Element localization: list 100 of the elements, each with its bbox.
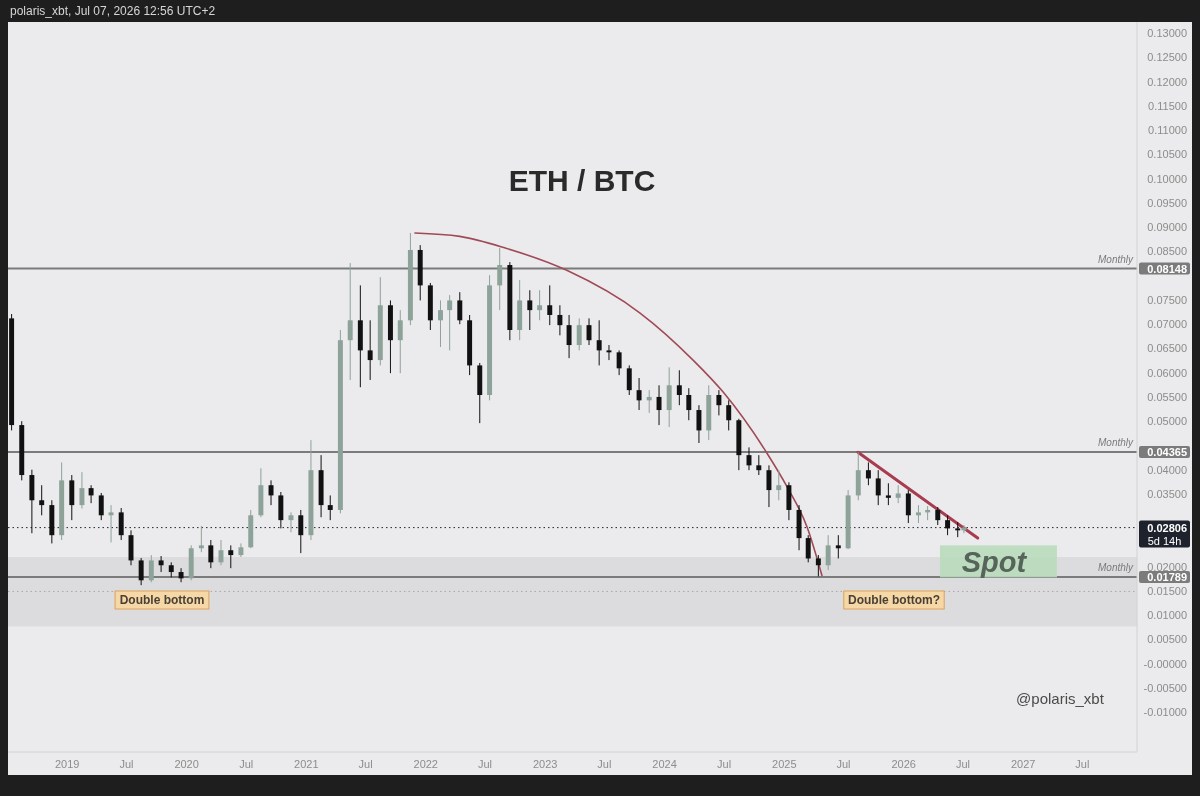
x-tick-label: 2025 [772,758,797,770]
candlestick [616,349,622,376]
annotation: Spot [961,546,1028,579]
y-tick-label: 0.10000 [1147,172,1187,185]
x-tick-label: 2020 [174,758,199,770]
candlestick [537,289,543,321]
candlestick [566,314,572,359]
candlestick [547,284,553,326]
candlestick [438,299,443,348]
text: polaris_xbt, Jul 07, 2026 12:56 UTC+2 [10,4,216,18]
x-tick-label: Jul [239,758,254,770]
y-tick-label: 0.03500 [1147,487,1187,500]
candlestick [756,454,762,476]
y-tick-label: 0.09000 [1147,221,1187,234]
y-tick-label: 0.01789 [1147,570,1187,583]
y-tick-label: 0.00500 [1147,633,1187,646]
candlestick [79,471,85,509]
candlestick [875,469,881,506]
x-tick-label: Jul [477,758,493,770]
y-tick-label: 0.02000 [1147,560,1187,573]
candlestick [108,504,114,543]
y-tick-label: 0.09500 [1147,196,1187,209]
x-tick-label: 2024 [652,758,677,770]
x-tick-label: 2023 [532,758,558,770]
candlestick [636,377,642,411]
y-tick-label: 0.04365 [1147,446,1187,458]
x-tick-label: 2021 [294,758,319,770]
candlestick [327,494,333,521]
y-tick-label: 0.07500 [1147,293,1187,306]
x-tick-label: Jul [358,758,373,770]
x-tick-label: Jul [836,758,851,770]
x-tick-label: Jul [119,758,134,770]
x-tick-label: Jul [597,758,612,770]
x-tick-label: 2019 [54,758,80,770]
candlestick [367,319,373,381]
y-tick-label: 0.01000 [1147,609,1187,622]
y-tick-label: -0.00000 [1143,657,1187,670]
y-tick-label: 0.05000 [1147,415,1187,428]
x-tick-label: 2027 [1010,758,1036,770]
x-tick-label: Jul [955,758,970,770]
candlestick [815,554,821,577]
ref-line-label: Monthly [1097,253,1134,265]
y-tick-label: 0.06500 [1147,342,1187,355]
candlestick [98,492,104,521]
y-tick-label: 0.11500 [1148,99,1187,112]
y-tick-label: 0.12000 [1147,75,1187,88]
y-tick-label: 0.10500 [1147,148,1187,161]
candlestick [945,514,951,536]
candlestick [676,369,682,406]
candlestick [865,461,871,486]
candlestick [88,484,94,504]
candlestick [576,317,582,351]
candlestick [228,544,234,569]
candlestick [347,262,353,381]
y-tick-label: 0.06000 [1147,366,1187,379]
candlestick [626,364,632,396]
candlestick [138,557,144,586]
y-tick-label: 0.05500 [1147,390,1187,403]
ref-line-label: Monthly [1097,437,1134,448]
y-tick-label: 0.02806 [1147,521,1187,534]
y-tick-label: 0.07000 [1147,318,1187,331]
x-tick-label: Jul [717,758,732,770]
annotation: Double bottom [119,593,205,607]
ref-line-label: Monthly [1097,561,1134,573]
candlestick [656,384,662,426]
y-tick-label: 0.11000 [1148,124,1187,137]
annotation: @polaris_xbt [1016,689,1105,707]
candlestick [805,534,811,563]
candlestick [596,319,602,366]
x-tick-label: Jul [1075,758,1090,770]
x-tick-label: 2026 [891,758,916,770]
candlestick [716,389,722,416]
candlestick [686,387,692,421]
candlestick [178,567,184,583]
candlestick [268,479,274,506]
candlestick [726,399,732,431]
candlestick [118,507,124,541]
candlestick [218,539,224,566]
candlestick [776,469,782,501]
candlestick [825,534,831,571]
line-series [414,232,823,577]
candlestick [497,247,503,311]
candlestick [696,404,702,444]
candlestick [148,554,154,583]
ref-line-label: 5d 14h [1147,534,1182,547]
y-tick-label: -0.00500 [1143,681,1187,694]
x-tick-label: 2022 [413,758,439,770]
candlestick [586,317,592,346]
candlestick [298,509,304,554]
annotation: Double bottom? [848,593,940,607]
candlestick [397,309,403,374]
candlestick [557,304,563,336]
y-tick-label: 0.12500 [1147,51,1187,64]
candlestick [527,289,533,331]
candlestick [457,291,463,325]
y-tick-label: 0.01500 [1147,584,1187,597]
candlestick [208,539,214,569]
text: ETH / BTC [508,163,656,197]
candlestick [158,555,164,573]
candlestick [885,482,891,506]
